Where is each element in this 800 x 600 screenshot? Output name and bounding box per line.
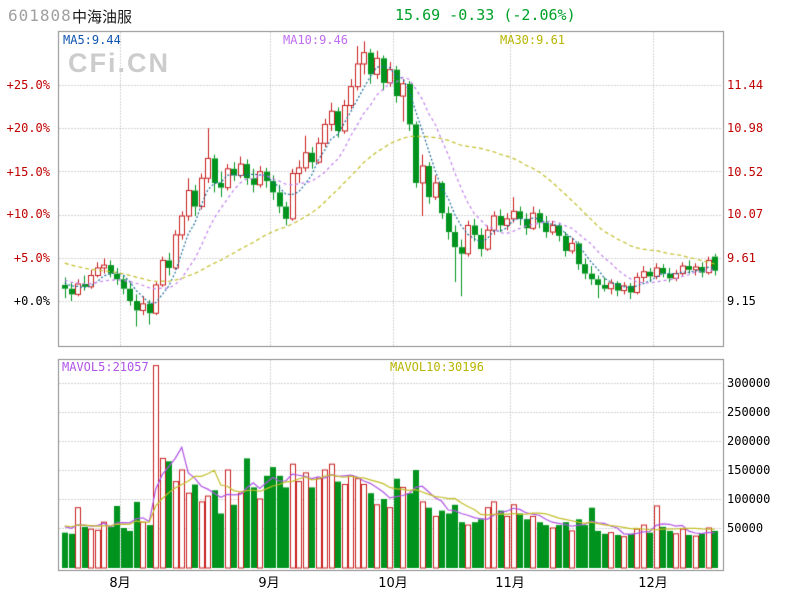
volume-axis-tick: 50000	[727, 521, 764, 535]
volume-axis-tick: 250000	[727, 405, 771, 419]
price-quote: 15.69 -0.33 (-2.06%)	[395, 6, 576, 24]
price-axis-tick: 11.44	[727, 78, 764, 92]
month-axis-label: 10月	[378, 576, 408, 591]
mavol10-legend-label: MAVOL10:30196	[390, 360, 484, 374]
ma10-legend-label: MA10:9.46	[283, 33, 349, 47]
volume-axis-tick: 150000	[727, 463, 771, 477]
month-axis-label: 12月	[638, 576, 668, 591]
month-axis-label: 8月	[109, 576, 131, 591]
pct-axis-tick: +20.0%	[6, 121, 50, 135]
pct-axis-tick: +5.0%	[13, 251, 50, 265]
mavol5-legend-label: MAVOL5:21057	[62, 360, 149, 374]
volume-axis-tick: 200000	[727, 434, 771, 448]
pct-axis-tick: +10.0%	[6, 207, 50, 221]
ma5-legend-label: MA5:9.44	[63, 33, 121, 47]
pct-axis-tick: +0.0%	[13, 294, 50, 308]
price-axis-tick: 9.15	[727, 294, 756, 308]
pct-axis-tick: +15.0%	[6, 165, 50, 179]
price-axis-tick: 10.52	[727, 165, 764, 179]
price-axis-tick: 10.07	[727, 207, 764, 221]
volume-axis-tick: 300000	[727, 376, 771, 390]
price-axis-tick: 10.98	[727, 121, 764, 135]
month-axis-label: 11月	[495, 576, 525, 591]
month-axis-label: 9月	[258, 576, 280, 591]
price-axis-tick: 9.61	[727, 251, 756, 265]
pct-axis-tick: +25.0%	[6, 78, 50, 92]
volume-axis-tick: 100000	[727, 492, 771, 506]
stock-name: 中海油服	[72, 8, 133, 26]
ma30-legend-label: MA30:9.61	[500, 33, 566, 47]
stock-code: 601808	[8, 6, 72, 25]
site-watermark: CFi.CN	[68, 48, 170, 78]
